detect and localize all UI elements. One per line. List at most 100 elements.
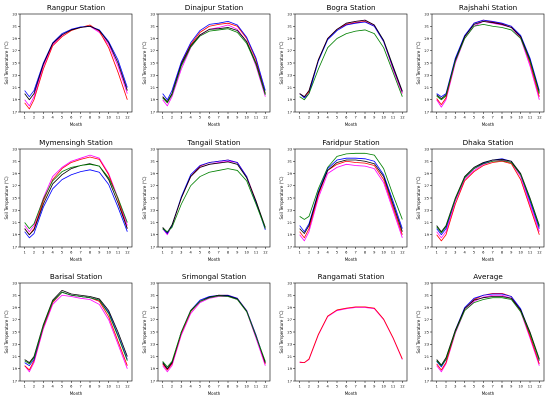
x-axis-label: Month xyxy=(208,391,221,396)
y-tick-label: 27 xyxy=(12,318,17,322)
y-tick-label: 25 xyxy=(424,196,429,200)
x-tick-label: 8 xyxy=(364,385,367,389)
x-tick-label: 2 xyxy=(445,251,447,255)
x-axis-label: Month xyxy=(482,122,495,127)
plot-frame xyxy=(294,13,408,113)
x-tick-label: 5 xyxy=(61,116,63,120)
series-line-3 xyxy=(436,158,540,236)
y-axis-label: Soil Temperature (°C) xyxy=(4,41,9,84)
series-line-3 xyxy=(299,157,403,233)
series-line-3 xyxy=(162,294,266,370)
y-tick-label: 19 xyxy=(287,98,292,102)
x-tick-label: 5 xyxy=(199,116,201,120)
series-line-1 xyxy=(24,294,128,373)
x-tick-label: 7 xyxy=(355,116,357,120)
series-line-1 xyxy=(162,296,266,373)
x-tick-label: 9 xyxy=(236,251,239,255)
x-tick-label: 8 xyxy=(227,251,230,255)
y-axis-label: Soil Temperature (°C) xyxy=(416,41,421,84)
y-tick-label: 23 xyxy=(150,343,155,347)
series-line-4 xyxy=(436,20,540,99)
y-tick-label: 29 xyxy=(12,172,17,176)
series-line-3 xyxy=(299,21,403,99)
x-axis-label: Month xyxy=(345,122,358,127)
y-tick-label: 33 xyxy=(287,147,292,151)
y-axis-label: Soil Temperature (°C) xyxy=(142,310,147,353)
y-axis-label: Soil Temperature (°C) xyxy=(4,310,9,353)
y-tick-label: 21 xyxy=(424,355,429,359)
y-tick-label: 19 xyxy=(424,98,429,102)
x-tick-label: 11 xyxy=(391,385,396,389)
y-tick-label: 27 xyxy=(287,184,292,188)
series-line-2 xyxy=(24,156,128,236)
x-tick-label: 8 xyxy=(501,385,504,389)
x-tick-label: 3 xyxy=(180,251,182,255)
y-tick-label: 31 xyxy=(150,160,155,164)
y-tick-label: 27 xyxy=(287,49,292,53)
y-tick-label: 27 xyxy=(424,318,429,322)
x-tick-label: 10 xyxy=(244,385,249,389)
y-tick-label: 25 xyxy=(12,330,17,334)
series-line-1 xyxy=(299,19,403,98)
x-tick-label: 4 xyxy=(190,385,193,389)
x-tick-label: 4 xyxy=(464,251,467,255)
x-tick-label: 1 xyxy=(162,251,164,255)
x-tick-label: 11 xyxy=(254,251,259,255)
x-tick-label: 5 xyxy=(473,385,475,389)
y-tick-label: 21 xyxy=(12,355,17,359)
series-line-1 xyxy=(24,25,128,107)
series-line-2 xyxy=(24,24,128,110)
x-tick-label: 5 xyxy=(199,251,201,255)
y-tick-label: 29 xyxy=(287,172,292,176)
series-line-2 xyxy=(436,19,540,106)
x-tick-label: 2 xyxy=(33,251,35,255)
y-tick-label: 23 xyxy=(150,209,155,213)
x-tick-label: 2 xyxy=(33,385,35,389)
y-tick-label: 17 xyxy=(12,245,17,249)
x-tick-label: 4 xyxy=(190,251,193,255)
y-tick-label: 29 xyxy=(424,306,429,310)
x-axis-label: Month xyxy=(208,122,221,127)
x-axis-label: Month xyxy=(70,391,83,396)
series-line-5 xyxy=(162,168,266,233)
y-tick-label: 33 xyxy=(424,281,429,285)
y-tick-label: 29 xyxy=(287,37,292,41)
y-tick-label: 25 xyxy=(424,330,429,334)
series-line-5 xyxy=(299,29,403,101)
x-tick-label: 6 xyxy=(345,385,348,389)
x-tick-label: 12 xyxy=(400,251,405,255)
y-tick-label: 31 xyxy=(424,294,429,298)
series-line-1 xyxy=(162,24,266,107)
x-tick-label: 5 xyxy=(473,251,475,255)
y-tick-label: 17 xyxy=(287,379,292,383)
y-tick-label: 27 xyxy=(12,184,17,188)
y-tick-label: 19 xyxy=(287,367,292,371)
x-tick-label: 7 xyxy=(80,385,82,389)
x-tick-label: 11 xyxy=(391,116,396,120)
series-line-3 xyxy=(24,169,128,239)
x-tick-label: 4 xyxy=(327,385,330,389)
y-tick-label: 33 xyxy=(287,281,292,285)
series-line-5 xyxy=(162,295,266,368)
x-tick-label: 8 xyxy=(364,251,367,255)
x-tick-label: 3 xyxy=(317,385,319,389)
x-tick-label: 5 xyxy=(336,251,338,255)
y-tick-label: 27 xyxy=(150,318,155,322)
y-tick-label: 21 xyxy=(150,86,155,90)
y-tick-label: 23 xyxy=(287,343,292,347)
y-tick-label: 23 xyxy=(12,209,17,213)
y-tick-label: 29 xyxy=(12,306,17,310)
y-tick-label: 21 xyxy=(287,86,292,90)
x-tick-label: 8 xyxy=(364,116,367,120)
series-line-4 xyxy=(299,159,403,234)
x-tick-label: 9 xyxy=(373,251,376,255)
y-tick-label: 17 xyxy=(12,110,17,114)
x-tick-label: 3 xyxy=(317,251,319,255)
y-axis-label: Soil Temperature (°C) xyxy=(416,176,421,219)
panel-title: Rangamati Station xyxy=(318,272,385,281)
x-tick-label: 5 xyxy=(61,251,63,255)
y-tick-label: 25 xyxy=(287,61,292,65)
